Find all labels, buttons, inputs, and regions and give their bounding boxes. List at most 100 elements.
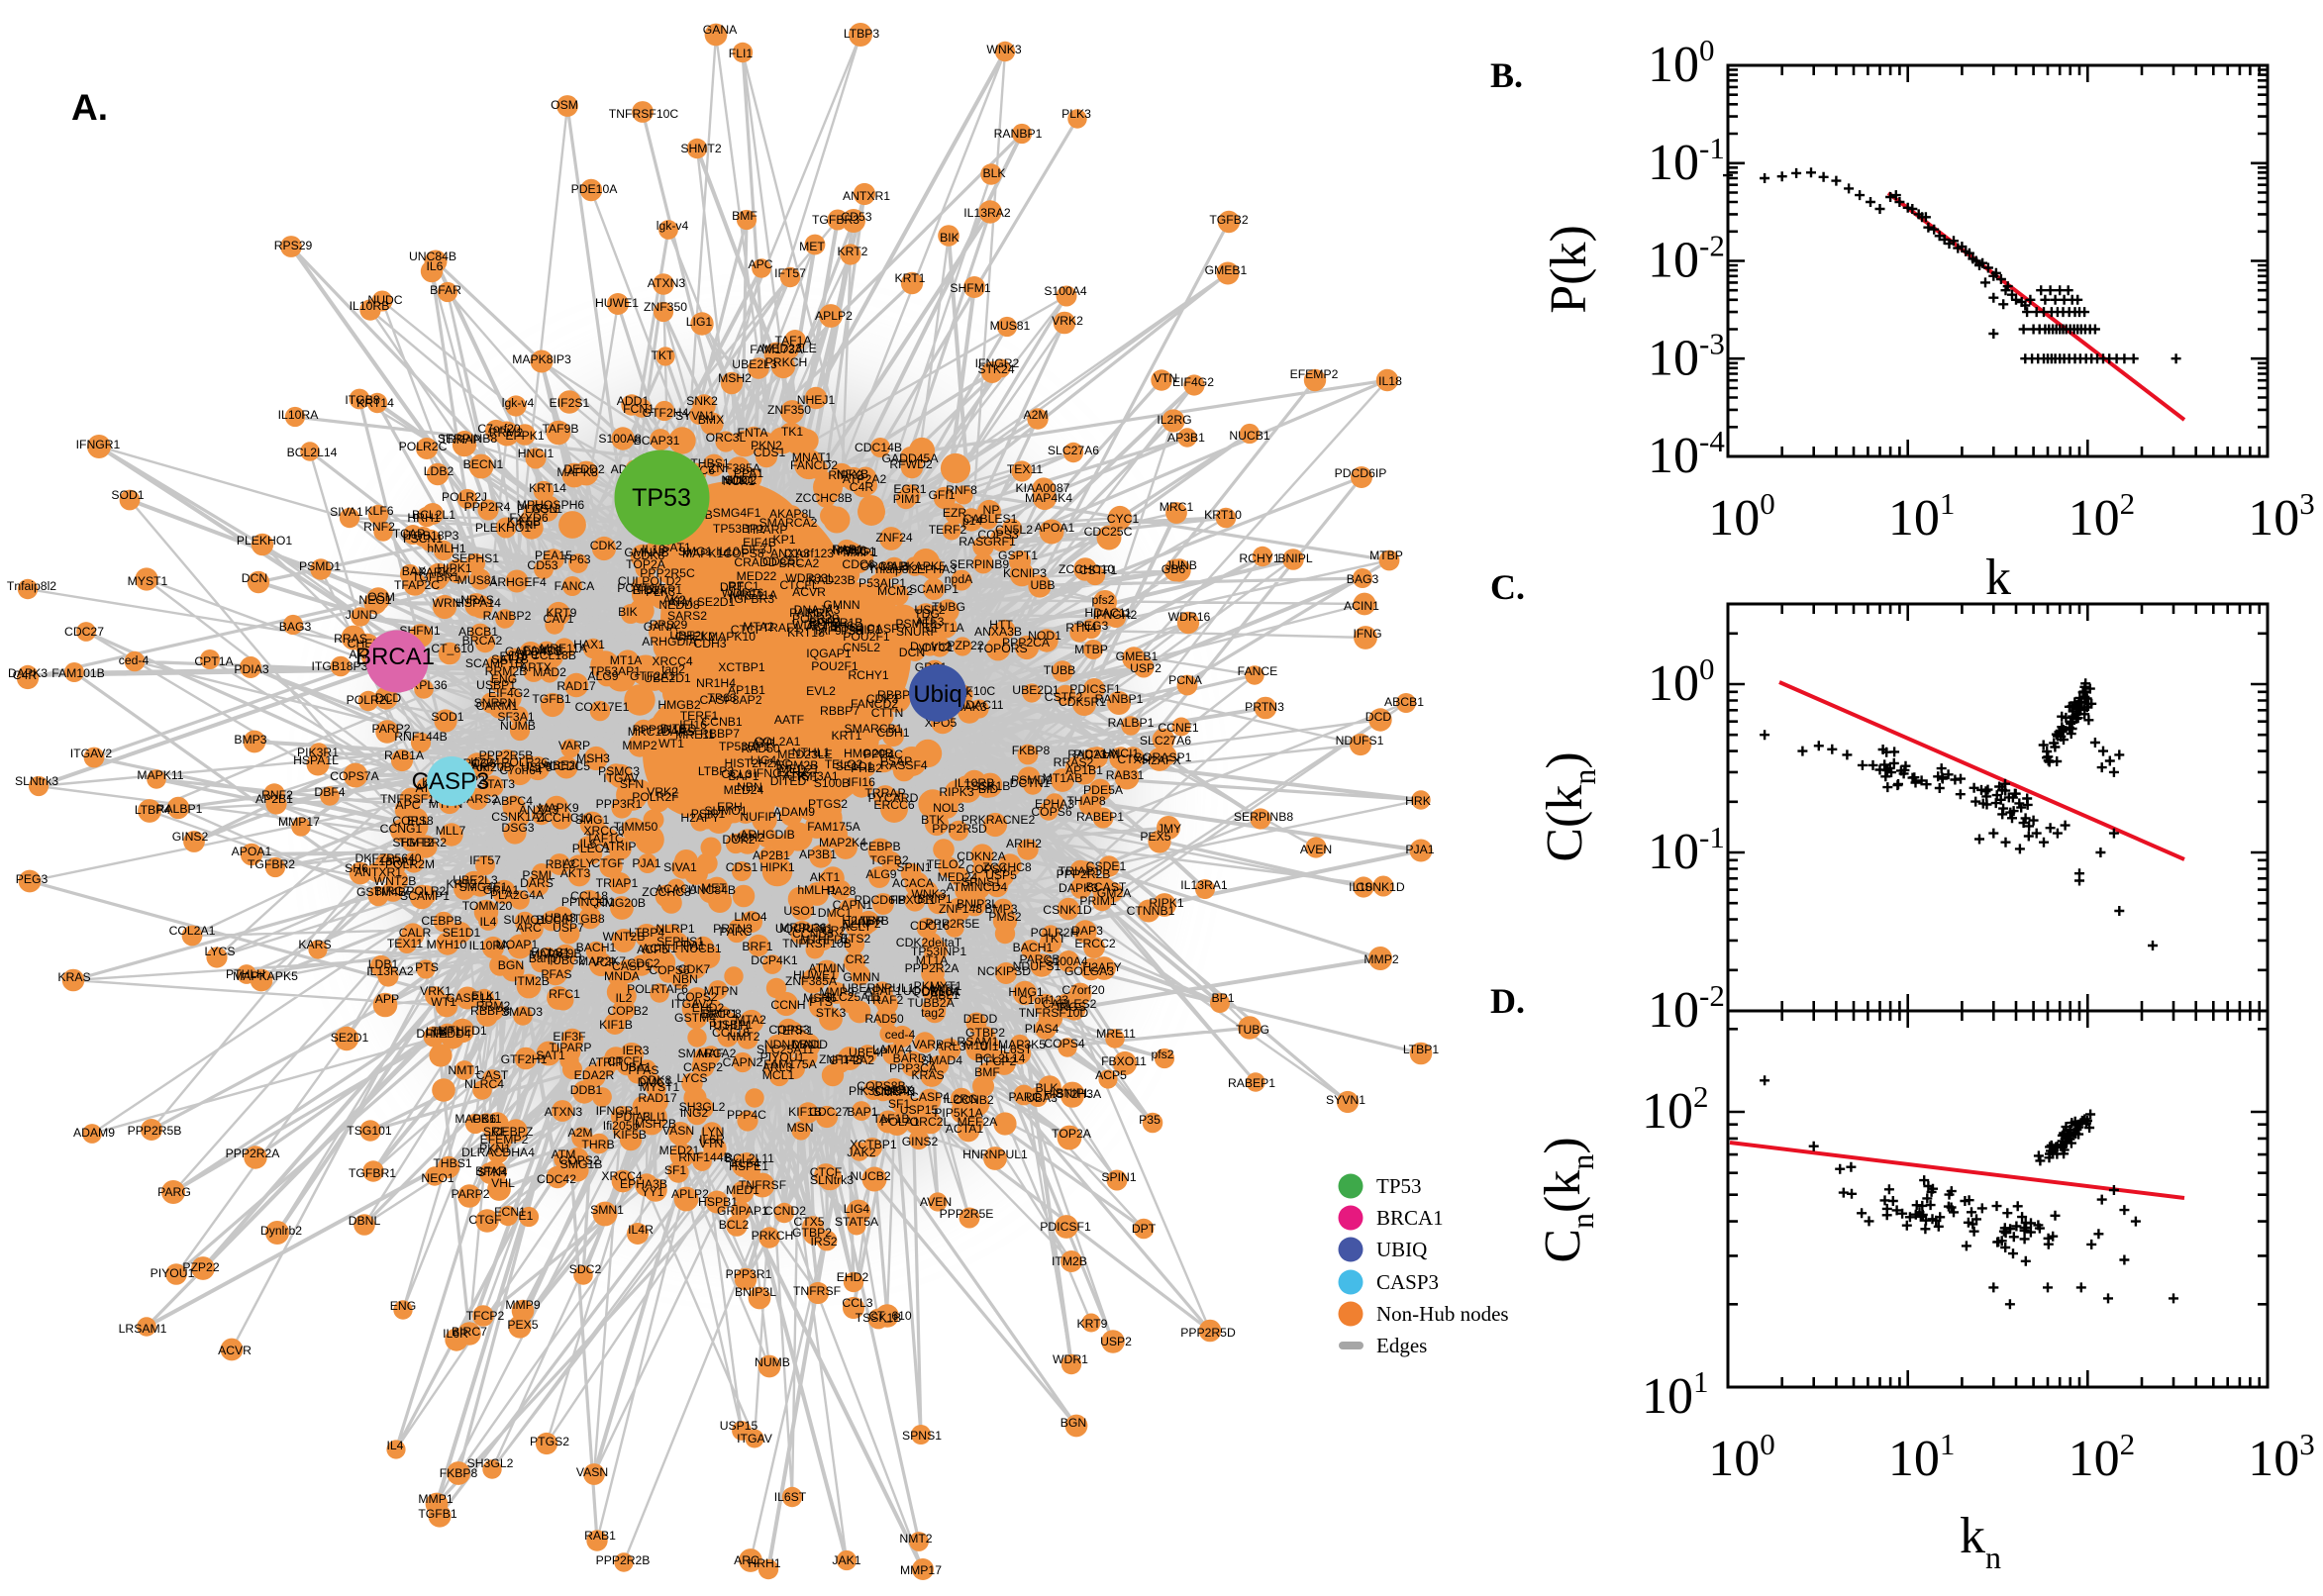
svg-text:BRCA2: BRCA2	[779, 556, 820, 570]
svg-text:ITGB18P3: ITGB18P3	[403, 529, 459, 543]
svg-text:ACLY: ACLY	[842, 920, 872, 934]
svg-text:COPS8: COPS8	[723, 547, 764, 560]
svg-text:CCDC5: CCDC5	[549, 759, 590, 773]
svg-text:MSH2: MSH2	[718, 371, 752, 385]
svg-text:MED21: MED21	[659, 1144, 700, 1157]
svg-text:ARIH2: ARIH2	[1006, 837, 1042, 850]
svg-text:GOLGA3: GOLGA3	[1064, 964, 1114, 978]
svg-text:TKT: TKT	[651, 349, 674, 362]
svg-text:WDR33L: WDR33L	[785, 571, 835, 585]
svg-text:SMG4F1: SMG4F1	[713, 506, 761, 520]
svg-text:CDKN2A: CDKN2A	[957, 849, 1006, 863]
svg-text:SF1: SF1	[888, 1097, 911, 1111]
svg-text:PCNA: PCNA	[1168, 673, 1203, 687]
svg-text:CDS1: CDS1	[726, 860, 758, 874]
svg-text:FKBP8: FKBP8	[1012, 744, 1051, 757]
svg-text:TGFBR2: TGFBR2	[399, 836, 447, 849]
svg-text:KRT14: KRT14	[356, 396, 394, 410]
svg-text:BMP3: BMP3	[234, 733, 266, 747]
svg-text:IL18: IL18	[1378, 374, 1402, 388]
svg-text:HNRNPUL1: HNRNPUL1	[962, 1147, 1028, 1161]
svg-text:A.: A.	[71, 87, 108, 128]
svg-text:APP: APP	[375, 992, 399, 1006]
svg-text:ITGAV2: ITGAV2	[70, 747, 113, 760]
svg-text:CD4: CD4	[983, 880, 1008, 894]
svg-text:MRC1: MRC1	[1160, 500, 1194, 514]
svg-text:RTN4: RTN4	[1065, 621, 1097, 635]
svg-text:TGFBR2: TGFBR2	[248, 857, 295, 871]
svg-text:UBIQ: UBIQ	[1376, 1238, 1427, 1261]
svg-text:DMC1: DMC1	[638, 1075, 672, 1089]
svg-text:DITED: DITED	[770, 774, 807, 788]
svg-text:SMG1: SMG1	[575, 813, 610, 827]
svg-text:KLF6: KLF6	[364, 504, 393, 518]
svg-text:JAK1: JAK1	[832, 1553, 860, 1567]
svg-text:PRKRACNE2: PRKRACNE2	[961, 813, 1036, 827]
svg-text:SLC25A11: SLC25A11	[757, 1043, 814, 1056]
svg-text:pfs2: pfs2	[1151, 1047, 1173, 1061]
svg-text:TRIAP1: TRIAP1	[1059, 864, 1101, 878]
svg-text:KRAS: KRAS	[57, 970, 90, 984]
svg-text:SOD1: SOD1	[431, 710, 463, 724]
svg-text:AVEN: AVEN	[1300, 843, 1332, 856]
svg-text:ATXN3: ATXN3	[648, 276, 686, 290]
svg-text:IFI16: IFI16	[848, 775, 875, 789]
svg-text:CASP3: CASP3	[412, 768, 490, 795]
svg-text:TIPARP: TIPARP	[549, 1041, 591, 1054]
svg-text:RRM2B: RRM2B	[776, 758, 819, 772]
svg-text:DBF4: DBF4	[314, 785, 345, 799]
svg-text:EIF2S1: EIF2S1	[550, 396, 590, 410]
svg-text:MLL7: MLL7	[436, 824, 466, 838]
svg-text:COL2A1: COL2A1	[169, 924, 216, 938]
svg-text:PJA1: PJA1	[632, 856, 660, 870]
svg-text:WDR16: WDR16	[1168, 610, 1211, 624]
svg-text:MRE11: MRE11	[675, 728, 715, 742]
svg-text:ACP5: ACP5	[637, 943, 668, 956]
svg-text:PIK3R1: PIK3R1	[297, 746, 339, 759]
svg-text:TP53: TP53	[632, 484, 691, 512]
svg-text:LIG4: LIG4	[751, 753, 777, 767]
svg-text:PPP4C: PPP4C	[727, 1108, 766, 1122]
svg-text:MET: MET	[799, 240, 825, 253]
svg-text:PLEKHO1: PLEKHO1	[237, 534, 292, 548]
svg-text:NFYB: NFYB	[837, 467, 869, 481]
svg-text:KRT9: KRT9	[1077, 1317, 1108, 1331]
svg-text:BRCA1: BRCA1	[1376, 1206, 1444, 1230]
svg-text:BLK: BLK	[982, 166, 1005, 180]
svg-text:KIF1B: KIF1B	[788, 1105, 822, 1119]
svg-text:CASP2: CASP2	[683, 1060, 723, 1074]
svg-text:UBE2L3: UBE2L3	[732, 357, 777, 371]
svg-text:TRIAP1: TRIAP1	[596, 876, 639, 890]
svg-text:SPNS1: SPNS1	[902, 1429, 942, 1443]
svg-text:RIPK3: RIPK3	[939, 785, 973, 799]
svg-text:C7orf20: C7orf20	[477, 422, 521, 436]
svg-text:PPP2R2B: PPP2R2B	[596, 1553, 651, 1567]
svg-text:MT1AB: MT1AB	[1043, 771, 1083, 785]
svg-text:CCNB2: CCNB2	[953, 1093, 994, 1107]
svg-text:CSNK1D: CSNK1D	[1356, 880, 1405, 894]
svg-text:SARS2: SARS2	[667, 609, 707, 623]
svg-text:ABPC4: ABPC4	[493, 794, 533, 808]
svg-text:UBE2L3: UBE2L3	[453, 873, 498, 887]
svg-text:PRTN3: PRTN3	[713, 922, 753, 936]
svg-text:H2AFY: H2AFY	[680, 811, 719, 825]
svg-text:PTGS2: PTGS2	[530, 1435, 569, 1448]
svg-text:PEG3: PEG3	[16, 872, 49, 886]
svg-text:PDICSF1: PDICSF1	[1040, 1220, 1091, 1234]
svg-text:DLRACDHA4: DLRACDHA4	[461, 1146, 535, 1159]
svg-text:TSG101: TSG101	[347, 1124, 392, 1138]
svg-text:TEX11: TEX11	[1007, 462, 1044, 476]
svg-text:BAP1: BAP1	[728, 769, 758, 783]
svg-text:MAPK11: MAPK11	[454, 1112, 501, 1126]
svg-text:SYVN1: SYVN1	[1326, 1093, 1365, 1107]
svg-text:NLRP1: NLRP1	[656, 922, 695, 936]
svg-text:SIVA1: SIVA1	[330, 505, 363, 519]
svg-text:EDA2R: EDA2R	[574, 1068, 615, 1082]
svg-text:BIK: BIK	[618, 605, 638, 619]
svg-text:GINS2: GINS2	[902, 1135, 939, 1148]
svg-text:POLR2I: POLR2I	[406, 884, 449, 898]
svg-text:FBXO11: FBXO11	[890, 893, 936, 907]
svg-text:IL10RA: IL10RA	[278, 408, 320, 422]
svg-text:PKN2: PKN2	[751, 439, 782, 452]
svg-text:CDC27: CDC27	[64, 625, 104, 639]
